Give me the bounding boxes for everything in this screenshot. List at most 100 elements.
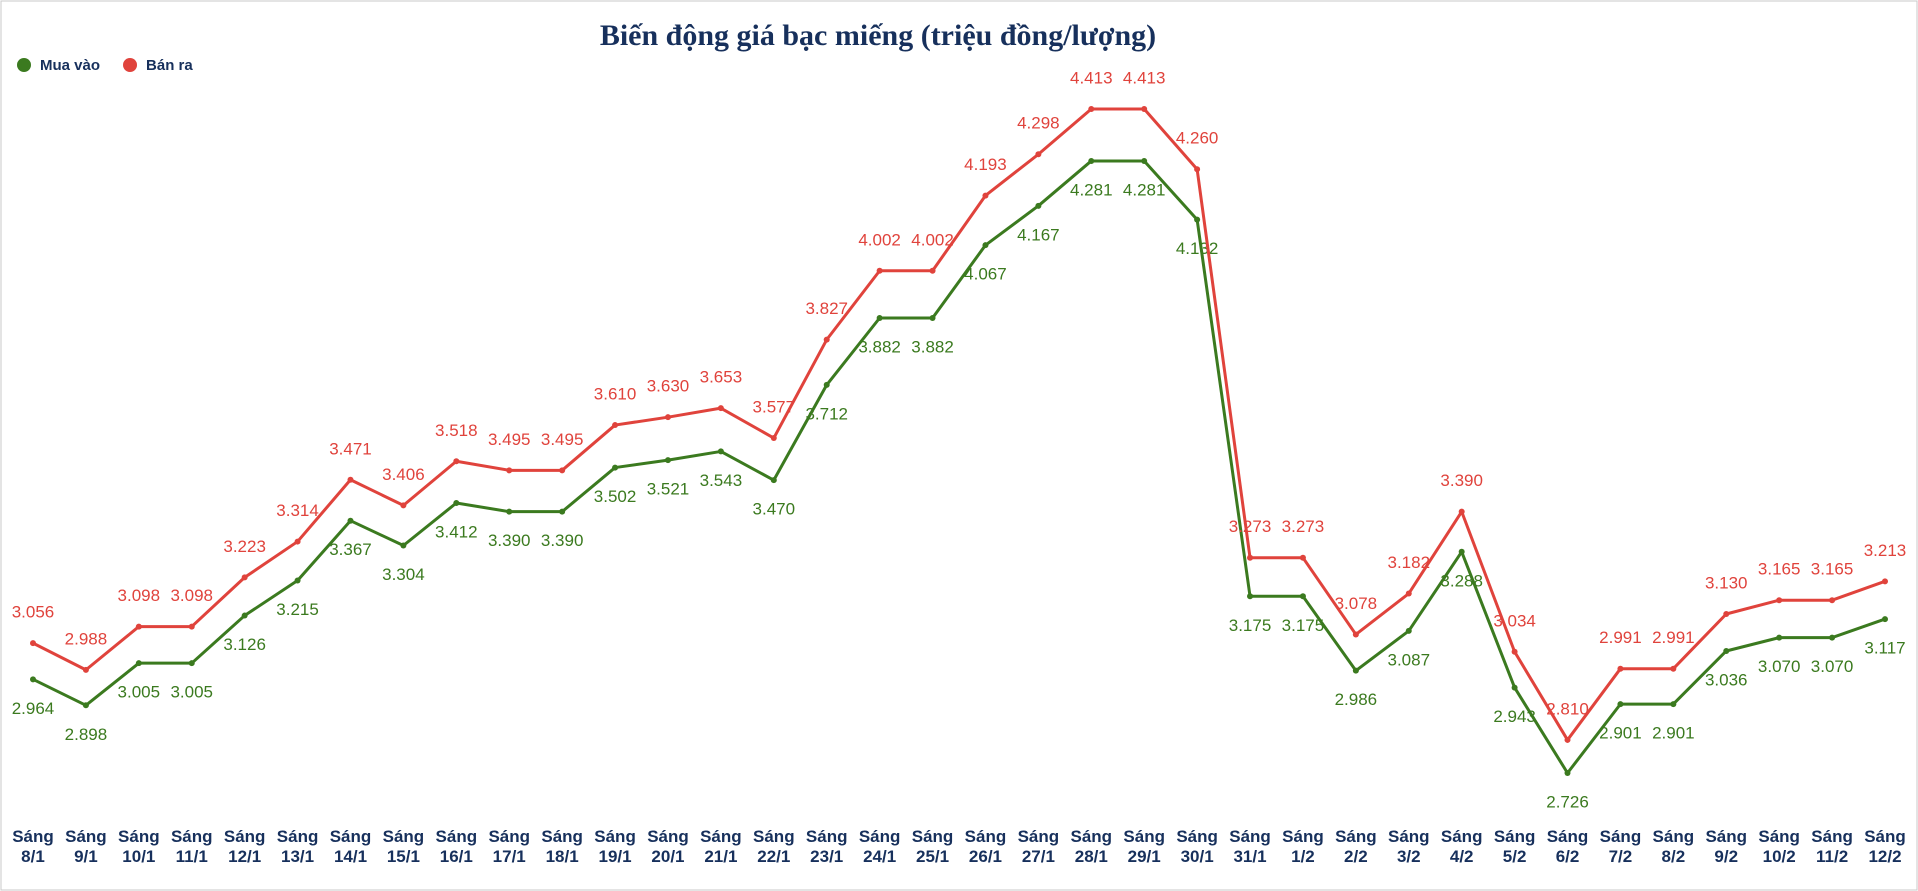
data-label: 3.406 <box>382 465 425 484</box>
x-tick-label: Sáng 28/1 <box>1071 827 1113 866</box>
data-point <box>188 660 195 667</box>
data-point <box>82 666 89 673</box>
x-tick-label: Sáng 30/1 <box>1176 827 1218 866</box>
data-point <box>770 477 777 484</box>
data-point <box>1670 665 1677 672</box>
data-label: 3.471 <box>329 439 372 458</box>
data-label: 2.901 <box>1652 724 1695 743</box>
data-label: 3.390 <box>1440 471 1483 490</box>
data-point <box>294 577 301 584</box>
data-label: 3.126 <box>223 635 266 654</box>
data-point <box>1088 157 1095 164</box>
x-tick-label: Sáng 12/2 <box>1864 827 1906 866</box>
data-label: 4.281 <box>1123 180 1166 199</box>
data-point <box>1035 151 1042 158</box>
data-label: 3.412 <box>435 522 478 541</box>
x-tick-label: Sáng 11/1 <box>171 827 213 866</box>
data-point <box>1776 634 1783 641</box>
data-point <box>347 476 354 483</box>
data-label: 2.943 <box>1493 707 1536 726</box>
x-tick-label: Sáng 1/2 <box>1282 827 1324 866</box>
data-label: 3.288 <box>1440 571 1483 590</box>
data-label: 3.367 <box>329 540 372 559</box>
data-point <box>876 315 883 322</box>
data-label: 4.413 <box>1123 68 1166 87</box>
data-point <box>241 612 248 619</box>
x-tick-label: Sáng 9/1 <box>65 827 107 866</box>
legend-label: Bán ra <box>146 57 193 74</box>
data-point <box>1829 634 1836 641</box>
data-point <box>1511 684 1518 691</box>
x-tick-label: Sáng 22/1 <box>753 827 795 866</box>
data-label: 2.991 <box>1652 628 1695 647</box>
data-label: 3.304 <box>382 565 425 584</box>
data-point <box>1776 597 1783 604</box>
data-label: 3.273 <box>1229 517 1272 536</box>
data-label: 3.087 <box>1387 650 1430 669</box>
data-point <box>1194 166 1201 173</box>
x-tick-label: Sáng 27/1 <box>1018 827 1060 866</box>
x-tick-label: Sáng 10/1 <box>118 827 160 866</box>
data-label: 3.521 <box>647 480 690 499</box>
x-tick-label: Sáng 17/1 <box>488 827 530 866</box>
data-label: 2.991 <box>1599 628 1642 647</box>
data-point <box>1617 701 1624 708</box>
data-label: 4.132 <box>1176 239 1219 258</box>
data-label: 3.543 <box>700 471 743 490</box>
data-label: 3.630 <box>647 377 690 396</box>
data-point <box>294 538 301 545</box>
legend-label: Mua vào <box>40 57 100 74</box>
data-point <box>1247 554 1254 561</box>
data-point <box>1670 701 1677 708</box>
data-label: 3.577 <box>753 398 796 417</box>
x-tick-label: Sáng 16/1 <box>436 827 478 866</box>
data-label: 3.034 <box>1493 611 1536 630</box>
data-label: 2.901 <box>1599 724 1642 743</box>
data-point <box>1511 648 1518 655</box>
data-label: 3.827 <box>805 299 848 318</box>
data-point <box>1299 593 1306 600</box>
data-label: 3.005 <box>118 683 161 702</box>
x-tick-label: Sáng 8/2 <box>1653 827 1695 866</box>
data-point <box>241 574 248 581</box>
data-label: 3.213 <box>1864 541 1907 560</box>
data-point <box>823 336 830 343</box>
data-point <box>453 458 460 465</box>
data-label: 3.495 <box>488 430 531 449</box>
data-point <box>506 467 513 474</box>
data-point <box>1458 548 1465 555</box>
data-point <box>770 435 777 442</box>
data-label: 3.005 <box>170 683 213 702</box>
data-point <box>1882 616 1888 623</box>
data-label: 2.726 <box>1546 792 1589 811</box>
data-label: 3.036 <box>1705 670 1748 689</box>
data-label: 4.067 <box>964 265 1007 284</box>
x-tick-label: Sáng 18/1 <box>541 827 583 866</box>
data-point <box>400 502 407 509</box>
data-label: 3.882 <box>858 337 901 356</box>
data-point <box>559 467 566 474</box>
data-label: 3.653 <box>700 368 743 387</box>
data-label: 3.223 <box>223 537 266 556</box>
chart-title: Biến động giá bạc miếng (triệu đồng/lượn… <box>600 19 1156 52</box>
data-label: 3.273 <box>1282 517 1325 536</box>
x-tick-label: Sáng 14/1 <box>330 827 372 866</box>
data-label: 3.882 <box>911 337 954 356</box>
legend-marker <box>17 58 31 72</box>
data-point <box>30 676 36 683</box>
data-label: 3.518 <box>435 421 478 440</box>
data-point <box>1088 106 1095 112</box>
data-label: 2.810 <box>1546 699 1589 718</box>
data-point <box>1829 597 1836 604</box>
x-tick-label: Sáng 21/1 <box>700 827 742 866</box>
data-label: 2.986 <box>1335 690 1378 709</box>
data-point <box>717 448 724 455</box>
data-label: 2.898 <box>65 725 108 744</box>
x-tick-label: Sáng 7/2 <box>1600 827 1642 866</box>
x-tick-label: Sáng 13/1 <box>277 827 319 866</box>
data-point <box>823 381 830 388</box>
series-line <box>32 107 1886 742</box>
data-point <box>664 457 671 464</box>
data-label: 3.117 <box>1864 639 1905 658</box>
